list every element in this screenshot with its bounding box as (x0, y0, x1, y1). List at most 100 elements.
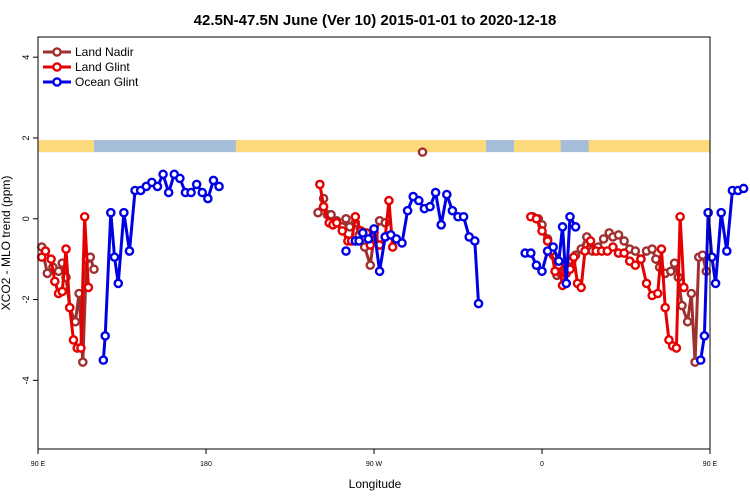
data-point (384, 195, 394, 206)
data-point (53, 266, 64, 277)
data-point (636, 254, 646, 264)
y-axis-label: XCO2 - MLO trend (ppm) (0, 176, 13, 311)
data-point (531, 260, 542, 271)
data-point (50, 276, 60, 287)
data-point (124, 246, 135, 256)
data-point (64, 302, 75, 313)
data-point (83, 282, 94, 293)
data-point (430, 187, 441, 198)
data-point (76, 343, 86, 353)
x-axis-label: Longitude (349, 477, 402, 491)
x-tick-label: 90 E (31, 461, 46, 468)
data-point (350, 211, 361, 222)
data-point (397, 238, 407, 248)
data-point (357, 228, 368, 238)
series-land-glint (36, 179, 689, 353)
data-point (561, 278, 572, 289)
data-point (100, 331, 110, 341)
data-point (660, 302, 671, 313)
data-point (686, 288, 697, 299)
data-point (598, 234, 609, 244)
x-tick-label: 90 E (703, 461, 718, 468)
data-point (57, 286, 68, 297)
data-point (402, 205, 413, 216)
data-point (119, 207, 129, 218)
data-point (417, 147, 428, 157)
mask-land (235, 140, 486, 153)
data-point (152, 181, 163, 192)
data-point (203, 193, 213, 204)
data-point (106, 207, 116, 218)
mask-land (38, 140, 94, 153)
data-point (679, 282, 689, 293)
data-point (666, 266, 676, 277)
data-point (641, 278, 652, 289)
data-point (722, 246, 732, 256)
data-point (318, 201, 329, 212)
data-point (113, 278, 124, 289)
data-point (570, 222, 581, 232)
x-tick-label: 0 (540, 461, 544, 468)
land-mask-strip (38, 140, 710, 153)
data-point (469, 236, 480, 246)
x-tick-label: 180 (200, 461, 212, 468)
data-point (537, 226, 547, 236)
data-point (557, 222, 568, 232)
data-point (568, 252, 579, 262)
series-line (101, 172, 221, 361)
y-tick-label: -4 (21, 376, 31, 384)
data-point (387, 242, 398, 252)
data-point (61, 244, 71, 254)
data-point (548, 242, 559, 252)
data-point (208, 175, 219, 186)
data-point (669, 258, 680, 268)
data-point (374, 266, 385, 277)
y-tick-label: 2 (21, 135, 31, 140)
data-point (716, 207, 727, 218)
data-point (531, 213, 542, 224)
data-point (554, 256, 564, 266)
data-point (473, 298, 484, 309)
data-point (703, 207, 713, 218)
data-point (677, 300, 687, 311)
data-point (619, 248, 629, 258)
data-point (341, 213, 351, 224)
data-point (354, 236, 364, 246)
data-point (46, 254, 56, 264)
mask-land (588, 140, 710, 153)
data-point (707, 252, 717, 262)
x-axis: 90 E 180 90 W 0 90 E (31, 449, 718, 468)
data-point (447, 205, 458, 216)
data-point (89, 264, 99, 275)
chart-title: 42.5N-47.5N June (Ver 10) 2015-01-01 to … (194, 12, 557, 29)
data-point (738, 183, 749, 194)
data-point (68, 335, 79, 345)
data-point (675, 211, 685, 222)
data-point (191, 179, 202, 190)
data-point (78, 357, 88, 367)
series-layer (36, 147, 749, 367)
data-point (580, 246, 590, 256)
data-point (365, 260, 376, 271)
data-point (695, 355, 706, 365)
data-point (175, 173, 185, 184)
data-point (699, 331, 710, 341)
data-point (671, 343, 682, 353)
y-tick-label: 4 (21, 55, 31, 60)
data-point (436, 220, 447, 230)
data-point (613, 230, 624, 240)
data-point (197, 187, 208, 198)
data-point (458, 211, 469, 222)
data-point (651, 254, 661, 264)
data-point (697, 250, 708, 260)
data-point (576, 282, 587, 293)
data-point (186, 187, 196, 198)
data-point (413, 195, 424, 206)
legend-item: Ocean Glint (43, 75, 139, 89)
series-land-nadir (36, 147, 712, 367)
legend-marker (52, 47, 62, 57)
data-point (109, 252, 120, 262)
data-point (315, 179, 325, 190)
legend-label: Land Glint (75, 60, 130, 74)
